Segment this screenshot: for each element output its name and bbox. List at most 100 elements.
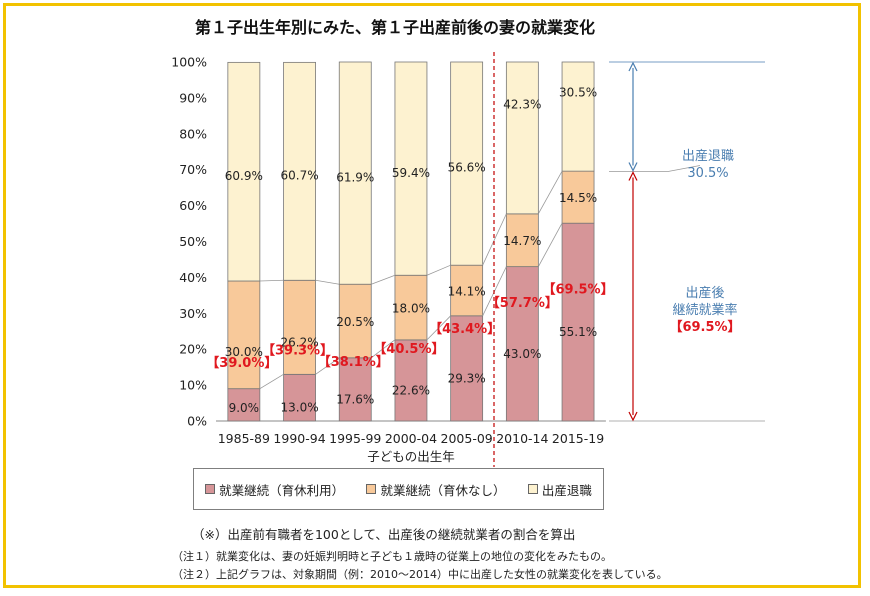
resign-arrow-head-bottom: [628, 162, 638, 172]
bar-segment: [283, 279, 316, 375]
resign-annotation-value: 30.5%: [687, 166, 729, 181]
bar-segment: [227, 388, 261, 422]
chart-title: 第１子出生年別にみた、第１子出産前後の妻の就業変化: [194, 18, 595, 37]
bar-segment: [283, 373, 316, 422]
x-tick-label: 2010-14: [496, 431, 548, 446]
connector-line: [482, 213, 507, 266]
bar-label-resign: 61.9%: [336, 171, 374, 185]
legend-swatch-ikukyu: [205, 484, 216, 494]
resign-annotation: 出産退職 30.5%: [668, 148, 748, 182]
bar-segment: [450, 61, 484, 266]
legend-label-nashi: 就業継続（育休なし）: [380, 482, 506, 498]
legend-item-ikukyu: 就業継続（育休利用）: [205, 480, 344, 499]
bar-segment: [561, 170, 595, 224]
connector-line: [537, 222, 563, 267]
bar-label-nashi: 20.5%: [336, 315, 374, 329]
x-tick-label: 1985-89: [218, 431, 270, 446]
continuation-annotation: 出産後 継続就業率 【69.5%】: [650, 285, 760, 336]
continue-arrow-head-top: [628, 171, 638, 181]
connector-line: [315, 279, 340, 285]
bar-segment: [450, 315, 484, 422]
bar-label-resign: 42.3%: [503, 98, 541, 112]
bar-segment: [561, 222, 595, 422]
y-tick-label: 90%: [179, 90, 207, 105]
bar-segment: [338, 357, 372, 422]
x-tick-label: 2005-09: [441, 431, 493, 446]
continue-arrow-head-bottom: [628, 411, 638, 422]
continuation-total-label: 【40.5%】: [373, 341, 444, 357]
bar-label-resign: 30.5%: [559, 86, 597, 100]
connector-line: [315, 357, 340, 375]
connector-line: [426, 315, 451, 341]
bar-label-nashi: 30.0%: [225, 345, 263, 359]
legend: 就業継続（育休利用） 就業継続（育休なし） 出産退職: [193, 468, 604, 510]
x-tick-label: 1990-94: [273, 431, 325, 446]
bar-segment: [283, 61, 316, 281]
bar-segment: [227, 61, 261, 282]
continuation-total-label: 【69.5%】: [542, 282, 613, 298]
x-tick-label: 2000-04: [385, 431, 437, 446]
bar-segment: [394, 61, 428, 276]
bar-label-ikukyu: 43.0%: [503, 347, 541, 361]
connector-line: [371, 274, 396, 285]
bar-label-ikukyu: 13.0%: [280, 401, 318, 415]
legend-swatch-nashi: [366, 484, 377, 494]
legend-item-nashi: 就業継続（育休なし）: [366, 480, 506, 499]
legend-item-resign: 出産退職: [527, 480, 592, 499]
resign-annotation-label: 出産退職: [681, 149, 734, 164]
legend-label-resign: 出産退職: [541, 482, 592, 498]
x-tick-label: 2015-19: [552, 431, 604, 446]
y-tick-label: 50%: [179, 234, 207, 249]
y-tick-label: 30%: [179, 306, 207, 321]
bar-segment: [561, 61, 595, 172]
connector-line: [259, 373, 284, 390]
bar-label-nashi: 26.2%: [280, 335, 318, 349]
resign-arrow-head-top: [628, 61, 638, 72]
connector-line: [371, 339, 396, 359]
y-tick-label: 10%: [179, 378, 207, 393]
continuation-annotation-label-1: 出産後: [685, 286, 725, 301]
bar-label-resign: 60.7%: [280, 169, 318, 183]
footnote-main: （※）出産前有職者を100として、出産後の継続就業者の割合を算出: [192, 527, 576, 542]
bar-label-nashi: 14.1%: [448, 285, 486, 299]
continuation-total-label: 【57.7%】: [487, 295, 558, 311]
continuation-total-label: 【43.4%】: [429, 321, 500, 337]
y-tick-label: 20%: [179, 342, 207, 357]
bar-label-ikukyu: 17.6%: [336, 392, 374, 406]
x-tick-label: 1995-99: [329, 431, 381, 446]
continuation-annotation-value: 【69.5%】: [669, 320, 741, 335]
y-tick-label: 100%: [171, 55, 207, 70]
y-tick-label: 40%: [179, 270, 207, 285]
bar-segment: [394, 339, 428, 422]
bar-label-ikukyu: 55.1%: [559, 325, 597, 339]
connector-line: [259, 279, 284, 282]
continuation-total-label: 【38.1%】: [318, 354, 389, 370]
y-tick-label: 70%: [179, 162, 207, 177]
bar-segment: [505, 213, 539, 268]
legend-swatch-resign: [527, 484, 538, 494]
bar-label-resign: 60.9%: [225, 169, 263, 183]
bar-label-nashi: 14.5%: [559, 191, 597, 205]
bar-label-resign: 59.4%: [392, 166, 430, 180]
bar-label-ikukyu: 29.3%: [448, 371, 486, 385]
connector-line: [426, 264, 451, 276]
bar-label-nashi: 14.7%: [503, 234, 541, 248]
bar-segment: [338, 283, 372, 359]
bar-label-ikukyu: 22.6%: [392, 383, 430, 397]
y-tick-label: 60%: [179, 198, 207, 213]
bar-label-nashi: 18.0%: [392, 302, 430, 316]
bar-segment: [505, 266, 539, 422]
stacked-bar-chart: 0% 10% 20% 30% 40% 50% 60% 70% 80% 90% 100% 9.0% 30.…: [171, 52, 765, 467]
bar-segment: [338, 61, 372, 285]
footnote-note-2: （注２）上記グラフは、対象期間（例：2010～2014）中に出産した女性の就業変…: [172, 568, 668, 581]
bar-segment: [505, 61, 539, 215]
continuation-total-label: 【39.0%】: [206, 355, 277, 371]
continuation-total-label: 【39.3%】: [262, 343, 333, 359]
guide-line-mid-diagonal: [667, 165, 701, 172]
bar-segment: [227, 280, 261, 390]
bar-segment: [450, 264, 484, 317]
y-tick-label: 80%: [179, 126, 207, 141]
x-axis-title: 子どもの出生年: [367, 449, 455, 464]
y-tick-label: 0%: [187, 414, 207, 429]
legend-label-ikukyu: 就業継続（育休利用）: [219, 482, 345, 498]
